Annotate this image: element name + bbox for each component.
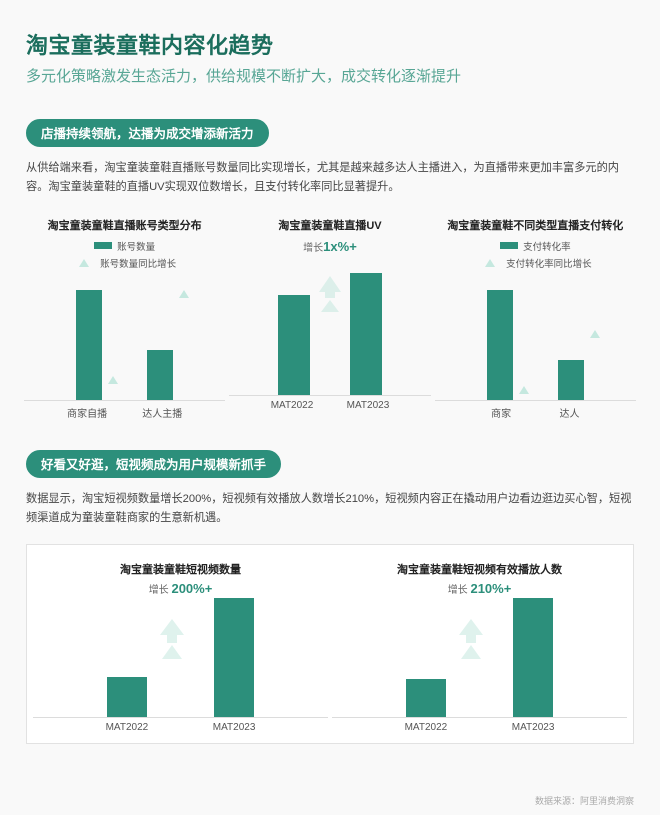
chart-plot [229, 258, 430, 396]
x-axis-labels: MAT2022 MAT2023 [229, 396, 430, 411]
bar [558, 360, 584, 400]
axis-label: MAT2022 [106, 722, 149, 733]
axis-label: 达人 [560, 405, 580, 420]
page-title: 淘宝童装童鞋内容化趋势 [26, 28, 634, 60]
legend-swatch-bar-icon [500, 242, 518, 249]
x-axis-labels: 商家自播 达人主播 [24, 401, 225, 420]
page-subtitle: 多元化策略激发生态活力，供给规模不断扩大，成交转化逐渐提升 [26, 66, 634, 89]
chart-plot: 增长 210%+ [332, 583, 627, 718]
chart-account-type-dist: 淘宝童装童鞋直播账号类型分布 账号数量 账号数量同比增长 商家自播 达人主播 [24, 217, 225, 420]
section1-charts: 淘宝童装童鞋直播账号类型分布 账号数量 账号数量同比增长 商家自播 达人主播 [24, 217, 636, 420]
legend-label: 账号数量 [117, 239, 155, 253]
chart-plot: 增长 200%+ [33, 583, 328, 718]
legend-swatch-bar-icon [94, 242, 112, 249]
axis-label: MAT2022 [271, 400, 314, 411]
chart-shortvideo-viewers: 淘宝童装童鞋短视频有效播放人数 增长 210%+ MAT2022 MAT2023 [332, 561, 627, 733]
bar [214, 598, 254, 717]
chart-legend: 账号数量 账号数量同比增长 [73, 239, 176, 270]
x-axis-labels: 商家 达人 [435, 401, 636, 420]
legend-swatch-triangle-icon [79, 259, 89, 267]
bar [107, 677, 147, 716]
bar [278, 295, 310, 395]
chart-title: 淘宝童装童鞋不同类型直播支付转化 [447, 217, 623, 233]
chart-shortvideo-count: 淘宝童装童鞋短视频数量 增长 200%+ MAT2022 MAT2023 [33, 561, 328, 733]
chart-pay-conversion: 淘宝童装童鞋不同类型直播支付转化 支付转化率 支付转化率同比增长 商家 达人 [435, 217, 636, 420]
section2-panel: 淘宝童装童鞋短视频数量 增长 200%+ MAT2022 MAT2023 [26, 544, 634, 744]
triangle-marker-icon [179, 290, 189, 298]
growth-prefix: 增长 [303, 243, 323, 254]
section2-body: 数据显示，淘宝短视频数量增长200%，短视频有效播放人数增长210%，短视频内容… [26, 490, 634, 528]
bar [350, 273, 382, 394]
growth-callout: 增长1x%+ [303, 239, 357, 254]
legend-label: 支付转化率同比增长 [506, 256, 592, 270]
chart-plot [24, 276, 225, 401]
axis-label: 商家自播 [67, 405, 107, 420]
triangle-marker-icon [519, 386, 529, 394]
axis-label: MAT2022 [405, 722, 448, 733]
chart-live-uv: 淘宝童装童鞋直播UV 增长1x%+ MAT2022 MAT2023 [229, 217, 430, 420]
bar [147, 350, 173, 400]
chart-legend: 支付转化率 支付转化率同比增长 [479, 239, 592, 270]
chart-title: 淘宝童装童鞋直播UV [278, 217, 381, 233]
bar [487, 290, 513, 400]
chart-title: 淘宝童装童鞋短视频有效播放人数 [397, 561, 562, 577]
data-source-footer: 数据来源：阿里消费洞察 [535, 794, 634, 807]
chart-title: 淘宝童装童鞋直播账号类型分布 [48, 217, 202, 233]
chart-plot [435, 276, 636, 401]
axis-label: MAT2023 [512, 722, 555, 733]
chart-title: 淘宝童装童鞋短视频数量 [120, 561, 241, 577]
growth-value: 1x%+ [323, 239, 357, 254]
triangle-marker-icon [108, 376, 118, 384]
section2-pill: 好看又好逛，短视频成为用户规模新抓手 [26, 450, 281, 478]
x-axis-labels: MAT2022 MAT2023 [332, 718, 627, 733]
legend-label: 支付转化率 [523, 239, 571, 253]
axis-label: 达人主播 [142, 405, 182, 420]
section1-pill: 店播持续领航，达播为成交增添新活力 [26, 119, 269, 147]
bar [76, 290, 102, 400]
bar [513, 598, 553, 717]
section1-body: 从供给端来看，淘宝童装童鞋直播账号数量同比实现增长，尤其是越来越多达人主播进入，… [26, 159, 634, 197]
triangle-marker-icon [590, 330, 600, 338]
legend-swatch-triangle-icon [485, 259, 495, 267]
legend-label: 账号数量同比增长 [100, 256, 176, 270]
axis-label: MAT2023 [347, 400, 390, 411]
axis-label: MAT2023 [213, 722, 256, 733]
bar [406, 679, 446, 717]
axis-label: 商家 [491, 405, 511, 420]
x-axis-labels: MAT2022 MAT2023 [33, 718, 328, 733]
